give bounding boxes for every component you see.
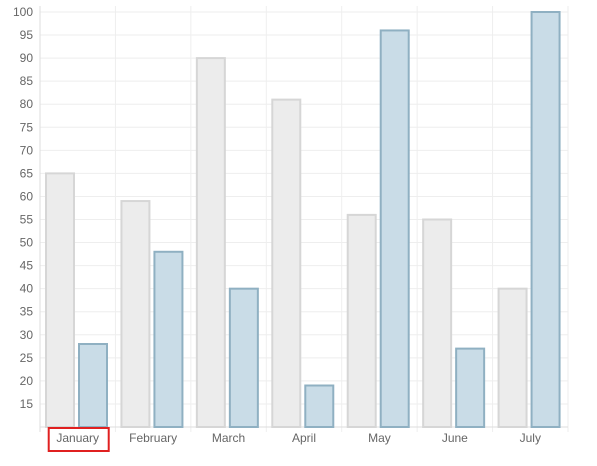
x-tick-label-july: July bbox=[520, 431, 541, 445]
bar-may-series-1[interactable] bbox=[346, 213, 377, 428]
y-tick-label: 25 bbox=[20, 351, 34, 365]
x-tick-label-june: June bbox=[442, 431, 468, 445]
y-tick-label: 80 bbox=[20, 97, 34, 111]
x-tick-label-april: April bbox=[292, 431, 316, 445]
y-tick-label: 20 bbox=[20, 374, 34, 388]
x-tick-label-may: May bbox=[368, 431, 391, 445]
bar-february-series-2[interactable] bbox=[153, 250, 184, 428]
y-tick-label: 55 bbox=[20, 213, 34, 227]
y-tick-label: 50 bbox=[20, 236, 34, 250]
bar-january-series-1[interactable] bbox=[45, 172, 75, 428]
x-tick-label-january: January bbox=[56, 431, 99, 445]
bar-february-series-1[interactable] bbox=[120, 200, 151, 428]
bar-april-series-2[interactable] bbox=[304, 384, 335, 428]
y-tick-label: 85 bbox=[20, 74, 34, 88]
bar-march-series-1[interactable] bbox=[195, 57, 226, 428]
y-tick-label: 35 bbox=[20, 305, 34, 319]
y-tick-label: 95 bbox=[20, 28, 34, 42]
x-tick-label-february: February bbox=[129, 431, 177, 445]
y-tick-label: 75 bbox=[20, 120, 34, 134]
bar-july-series-1[interactable] bbox=[497, 287, 528, 428]
y-tick-label: 15 bbox=[20, 397, 34, 411]
bar-july-series-2[interactable] bbox=[530, 11, 561, 428]
bar-june-series-1[interactable] bbox=[422, 218, 453, 428]
bar-march-series-2[interactable] bbox=[228, 287, 259, 428]
x-tick-label-march: March bbox=[212, 431, 245, 445]
bar-january-series-2[interactable] bbox=[78, 343, 108, 428]
y-tick-label: 30 bbox=[20, 328, 34, 342]
y-tick-label: 45 bbox=[20, 259, 34, 273]
y-tick-label: 70 bbox=[20, 143, 34, 157]
y-tick-label: 100 bbox=[13, 5, 33, 19]
y-tick-label: 90 bbox=[20, 51, 34, 65]
y-tick-label: 65 bbox=[20, 166, 34, 180]
bar-april-series-1[interactable] bbox=[271, 98, 302, 428]
y-tick-label: 40 bbox=[20, 282, 34, 296]
bar-june-series-2[interactable] bbox=[455, 347, 486, 428]
highlight-box-january bbox=[47, 427, 110, 452]
y-tick-label: 60 bbox=[20, 189, 34, 203]
bar-may-series-2[interactable] bbox=[379, 29, 410, 428]
